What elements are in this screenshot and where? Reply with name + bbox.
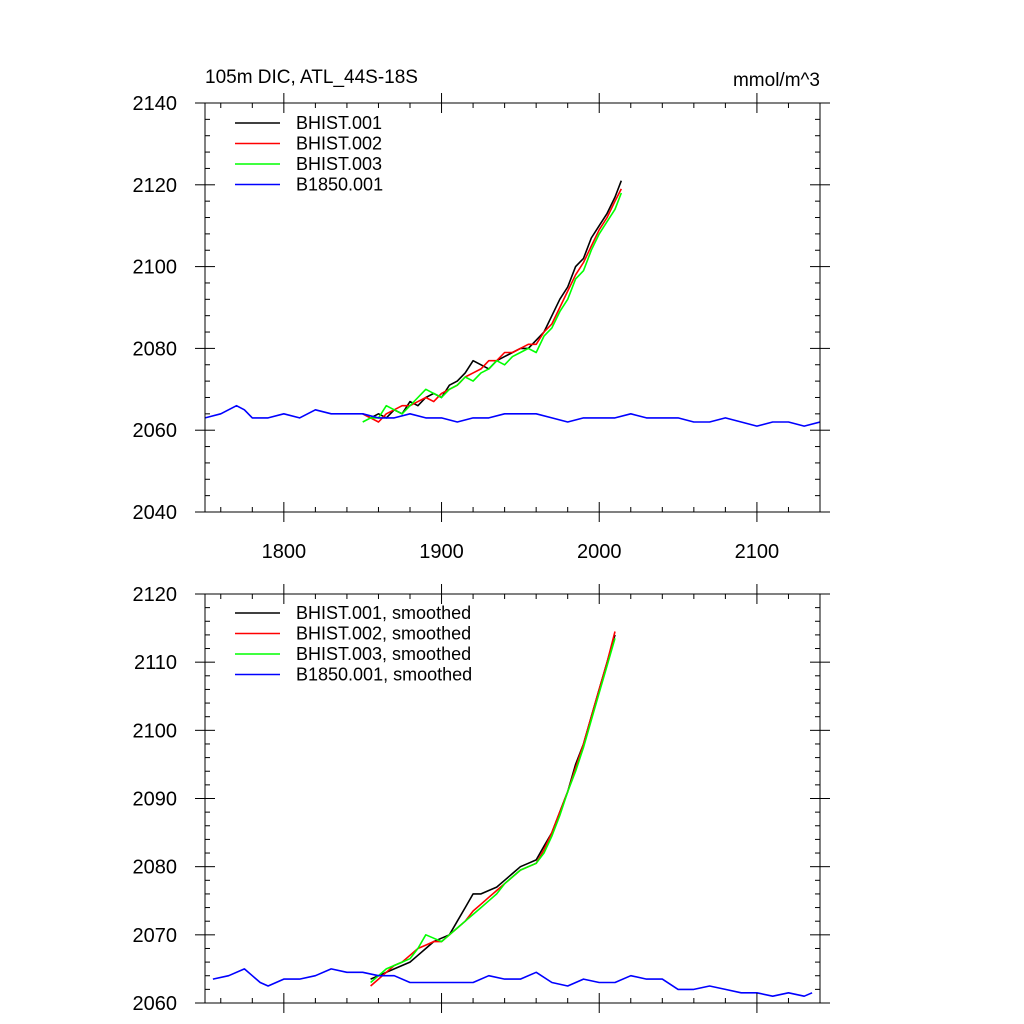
x-tick-label: 2000 xyxy=(577,541,622,563)
y-tick-label: 2110 xyxy=(134,652,177,674)
y-tick-label: 2120 xyxy=(133,175,178,197)
series-line-b1850-001 xyxy=(212,968,813,998)
legend-entry: BHIST.002 xyxy=(296,134,382,154)
series-line-bhist-003 xyxy=(370,638,616,984)
y-tick-label: 2060 xyxy=(133,993,178,1015)
legend-entry: B1850.001 xyxy=(296,175,383,195)
y-tick-label: 2120 xyxy=(133,584,178,606)
series-line-bhist-001 xyxy=(362,180,623,419)
bottom-panel-series xyxy=(212,631,813,998)
bottom-panel: 2060 2070 2080 2090 2100 2110 2120 BHIST.001, … xyxy=(133,584,830,1015)
top-panel-series xyxy=(205,180,820,427)
y-tick-label: 2040 xyxy=(133,502,178,524)
top-panel: 105m DIC, ATL_44S-18S mmol/m^3 1800 1900 2… xyxy=(133,67,830,563)
legend-entry: BHIST.003, smoothed xyxy=(296,644,471,664)
legend-entry: BHIST.002, smoothed xyxy=(296,624,471,644)
y-tick-label: 2140 xyxy=(133,93,178,115)
y-tick-label: 2090 xyxy=(133,789,178,811)
y-tick-label: 2080 xyxy=(133,338,178,360)
series-line-bhist-002 xyxy=(362,188,623,423)
y-tick-label: 2100 xyxy=(133,720,178,742)
x-tick-label: 2100 xyxy=(735,541,780,563)
legend-entry: BHIST.003 xyxy=(296,154,382,174)
top-panel-title: 105m DIC, ATL_44S-18S xyxy=(205,67,418,88)
legend-entry: B1850.001, smoothed xyxy=(296,665,472,685)
top-panel-axes: 1800 1900 2000 2100 2040 2060 2080 2100 2120 2140 xyxy=(133,93,830,563)
series-line-bhist-002 xyxy=(370,631,616,987)
y-tick-label: 2080 xyxy=(133,857,178,879)
plot-frame xyxy=(204,102,821,513)
top-panel-units: mmol/m^3 xyxy=(733,70,820,91)
y-tick-label: 2100 xyxy=(133,257,178,279)
y-tick-label: 2070 xyxy=(133,925,178,947)
series-line-bhist-001 xyxy=(370,634,616,980)
legend-entry: BHIST.001 xyxy=(296,113,382,133)
y-tick-label: 2060 xyxy=(133,420,178,442)
legend-entry: BHIST.001, smoothed xyxy=(296,603,471,623)
series-line-b1850-001 xyxy=(205,404,820,427)
x-tick-label: 1800 xyxy=(262,541,307,563)
x-tick-label: 1900 xyxy=(419,541,464,563)
bottom-panel-axes: 2060 2070 2080 2090 2100 2110 2120 xyxy=(133,584,830,1015)
series-line-bhist-003 xyxy=(362,192,623,423)
